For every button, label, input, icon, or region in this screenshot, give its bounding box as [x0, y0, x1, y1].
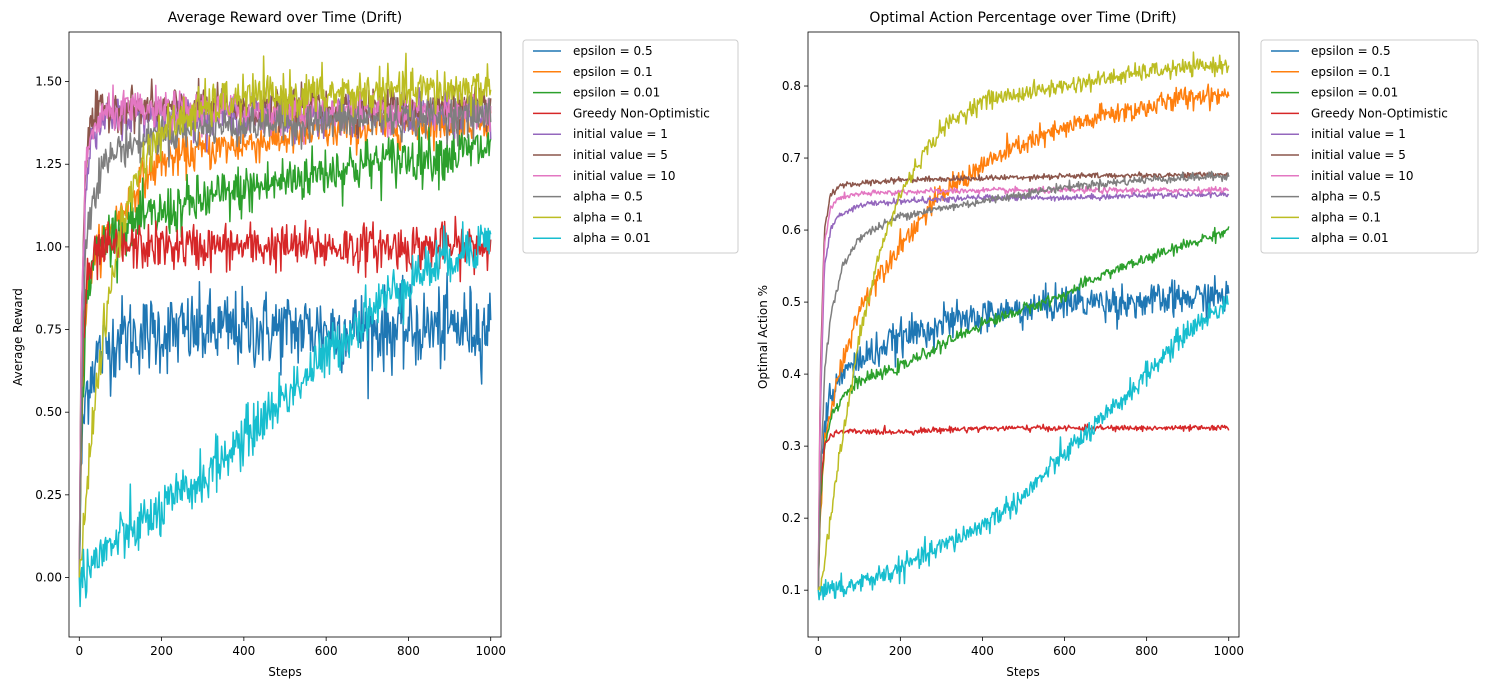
- series-line: [817, 423, 1230, 591]
- y-tick-label: 1.50: [35, 75, 62, 89]
- legend-label: initial value = 1: [573, 127, 668, 141]
- y-tick-label: 0.6: [782, 223, 801, 237]
- x-tick-label: 600: [315, 644, 338, 658]
- legend-label: epsilon = 0.1: [573, 65, 653, 79]
- x-tick-label: 1000: [1213, 644, 1244, 658]
- legend-label: alpha = 0.1: [573, 210, 643, 224]
- series-line: [78, 124, 492, 578]
- legend: epsilon = 0.5 epsilon = 0.1 epsilon = 0.01…: [1260, 39, 1479, 254]
- y-tick-label: 0.7: [782, 151, 801, 165]
- legend-box: [522, 39, 739, 254]
- series-line: [817, 171, 1230, 591]
- y-tick-label: 1.00: [35, 240, 62, 254]
- y-tick-label: 1.25: [35, 157, 62, 171]
- x-tick-label: 800: [397, 644, 420, 658]
- y-tick-label: 0.8: [782, 79, 801, 93]
- legend-label: initial value = 10: [573, 169, 676, 183]
- series-line: [78, 52, 492, 578]
- legend-label: initial value = 1: [1311, 127, 1406, 141]
- y-axis-label: Optimal Action %: [756, 285, 770, 389]
- series-line: [817, 51, 1230, 594]
- x-tick-label: 800: [1135, 644, 1158, 658]
- series-line: [817, 185, 1230, 591]
- y-tick-label: 0.25: [35, 488, 62, 502]
- series-line: [817, 226, 1230, 591]
- y-tick-label: 0.5: [782, 295, 801, 309]
- legend-box: [1260, 39, 1479, 254]
- x-tick-label: 200: [150, 644, 173, 658]
- legend-label: epsilon = 0.01: [1311, 86, 1398, 100]
- legend-label: alpha = 0.1: [1311, 210, 1381, 224]
- legend-label: alpha = 0.5: [1311, 190, 1381, 204]
- x-tick-label: 400: [971, 644, 994, 658]
- x-tick-label: 0: [814, 644, 822, 658]
- chart-average-reward: Average Reward over Time (Drift) Steps A…: [11, 10, 739, 679]
- series-line: [817, 295, 1229, 601]
- y-axis-label: Average Reward: [11, 288, 25, 386]
- series-line: [78, 215, 492, 578]
- legend-label: Greedy Non-Optimistic: [573, 106, 710, 120]
- legend-label: initial value = 5: [1311, 148, 1406, 162]
- legend: epsilon = 0.5 epsilon = 0.1 epsilon = 0.01…: [522, 39, 739, 254]
- plot-area: 0 200 400 600 800 1000 0.1 0.2 0.3 0.4 0.5 0.6 0.7 0.…: [782, 31, 1244, 658]
- series-line: [817, 191, 1230, 591]
- series-line: [78, 94, 492, 578]
- series-line: [817, 170, 1230, 591]
- series-line: [817, 83, 1230, 591]
- legend-label: epsilon = 0.5: [573, 44, 653, 58]
- x-tick-label: 200: [889, 644, 912, 658]
- y-tick-label: 0.00: [35, 570, 62, 584]
- legend-label: alpha = 0.01: [573, 231, 651, 245]
- axes-frame: [68, 31, 502, 638]
- plot-area: 0 200 400 600 800 1000 0.00 0.25 0.50 0.75 1.00 1.2…: [35, 31, 506, 658]
- axes-frame: [807, 31, 1240, 638]
- chart-title: Optimal Action Percentage over Time (Dri…: [869, 10, 1176, 26]
- legend-label: epsilon = 0.5: [1311, 44, 1391, 58]
- legend-label: alpha = 0.5: [573, 190, 643, 204]
- legend-label: initial value = 10: [1311, 169, 1414, 183]
- chart-title: Average Reward over Time (Drift): [168, 10, 402, 26]
- y-tick-label: 0.75: [35, 323, 62, 337]
- series-line: [78, 272, 492, 578]
- legend-label: alpha = 0.01: [1311, 231, 1389, 245]
- legend-label: epsilon = 0.1: [1311, 65, 1391, 79]
- legend-label: Greedy Non-Optimistic: [1311, 106, 1448, 120]
- x-tick-label: 400: [232, 644, 255, 658]
- x-tick-label: 600: [1053, 644, 1076, 658]
- series-line: [78, 221, 492, 608]
- x-axis-label: Steps: [1006, 665, 1040, 679]
- x-axis-label: Steps: [268, 665, 302, 679]
- x-tick-label: 1000: [475, 644, 506, 658]
- y-tick-label: 0.50: [35, 405, 62, 419]
- chart-optimal-action: Optimal Action Percentage over Time (Dri…: [756, 10, 1479, 679]
- y-tick-label: 0.4: [782, 367, 801, 381]
- legend-label: initial value = 5: [573, 148, 668, 162]
- y-tick-label: 0.2: [782, 511, 801, 525]
- y-tick-label: 0.1: [782, 583, 801, 597]
- y-tick-label: 0.3: [782, 439, 801, 453]
- legend-label: epsilon = 0.01: [573, 86, 660, 100]
- x-tick-label: 0: [75, 644, 83, 658]
